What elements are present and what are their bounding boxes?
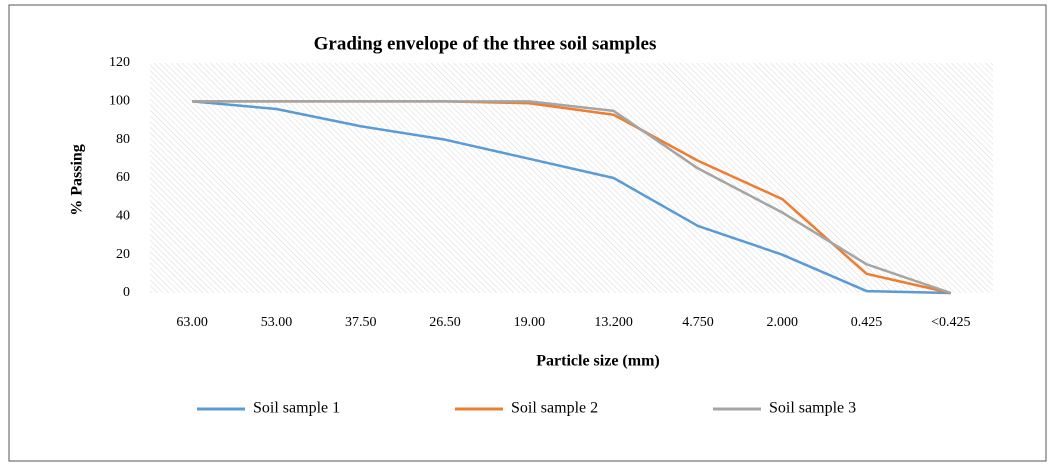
x-tick-label: 26.50 bbox=[429, 315, 461, 330]
x-tick-label: 19.00 bbox=[514, 315, 546, 330]
plot-area bbox=[150, 63, 993, 293]
y-tick-label: 120 bbox=[109, 55, 130, 70]
x-tick-label: 37.50 bbox=[345, 315, 377, 330]
series-line bbox=[192, 100, 952, 295]
legend-label: Soil sample 1 bbox=[253, 400, 340, 417]
x-tick-label: <0.425 bbox=[931, 315, 970, 330]
x-tick-label: 13.200 bbox=[594, 315, 633, 330]
legend-label: Soil sample 2 bbox=[511, 400, 598, 417]
y-tick-label: 100 bbox=[109, 94, 130, 109]
y-tick-label: 80 bbox=[116, 132, 130, 147]
y-axis-label: % Passing bbox=[69, 144, 86, 216]
x-tick-label: 0.425 bbox=[851, 315, 883, 330]
legend-label: Soil sample 3 bbox=[769, 400, 856, 417]
y-tick-label: 0 bbox=[123, 285, 130, 300]
x-tick-label: 63.00 bbox=[176, 315, 208, 330]
chart-title: Grading envelope of the three soil sampl… bbox=[314, 33, 657, 54]
y-tick-label: 20 bbox=[116, 247, 130, 262]
y-tick-label: 40 bbox=[116, 209, 130, 224]
x-tick-label: 53.00 bbox=[261, 315, 293, 330]
x-tick-label: 2.000 bbox=[767, 315, 799, 330]
series-line bbox=[192, 100, 951, 295]
x-axis-label: Particle size (mm) bbox=[536, 353, 659, 370]
x-tick-label: 4.750 bbox=[682, 315, 714, 330]
frame bbox=[8, 4, 1047, 462]
y-tick-label: 60 bbox=[116, 170, 130, 185]
